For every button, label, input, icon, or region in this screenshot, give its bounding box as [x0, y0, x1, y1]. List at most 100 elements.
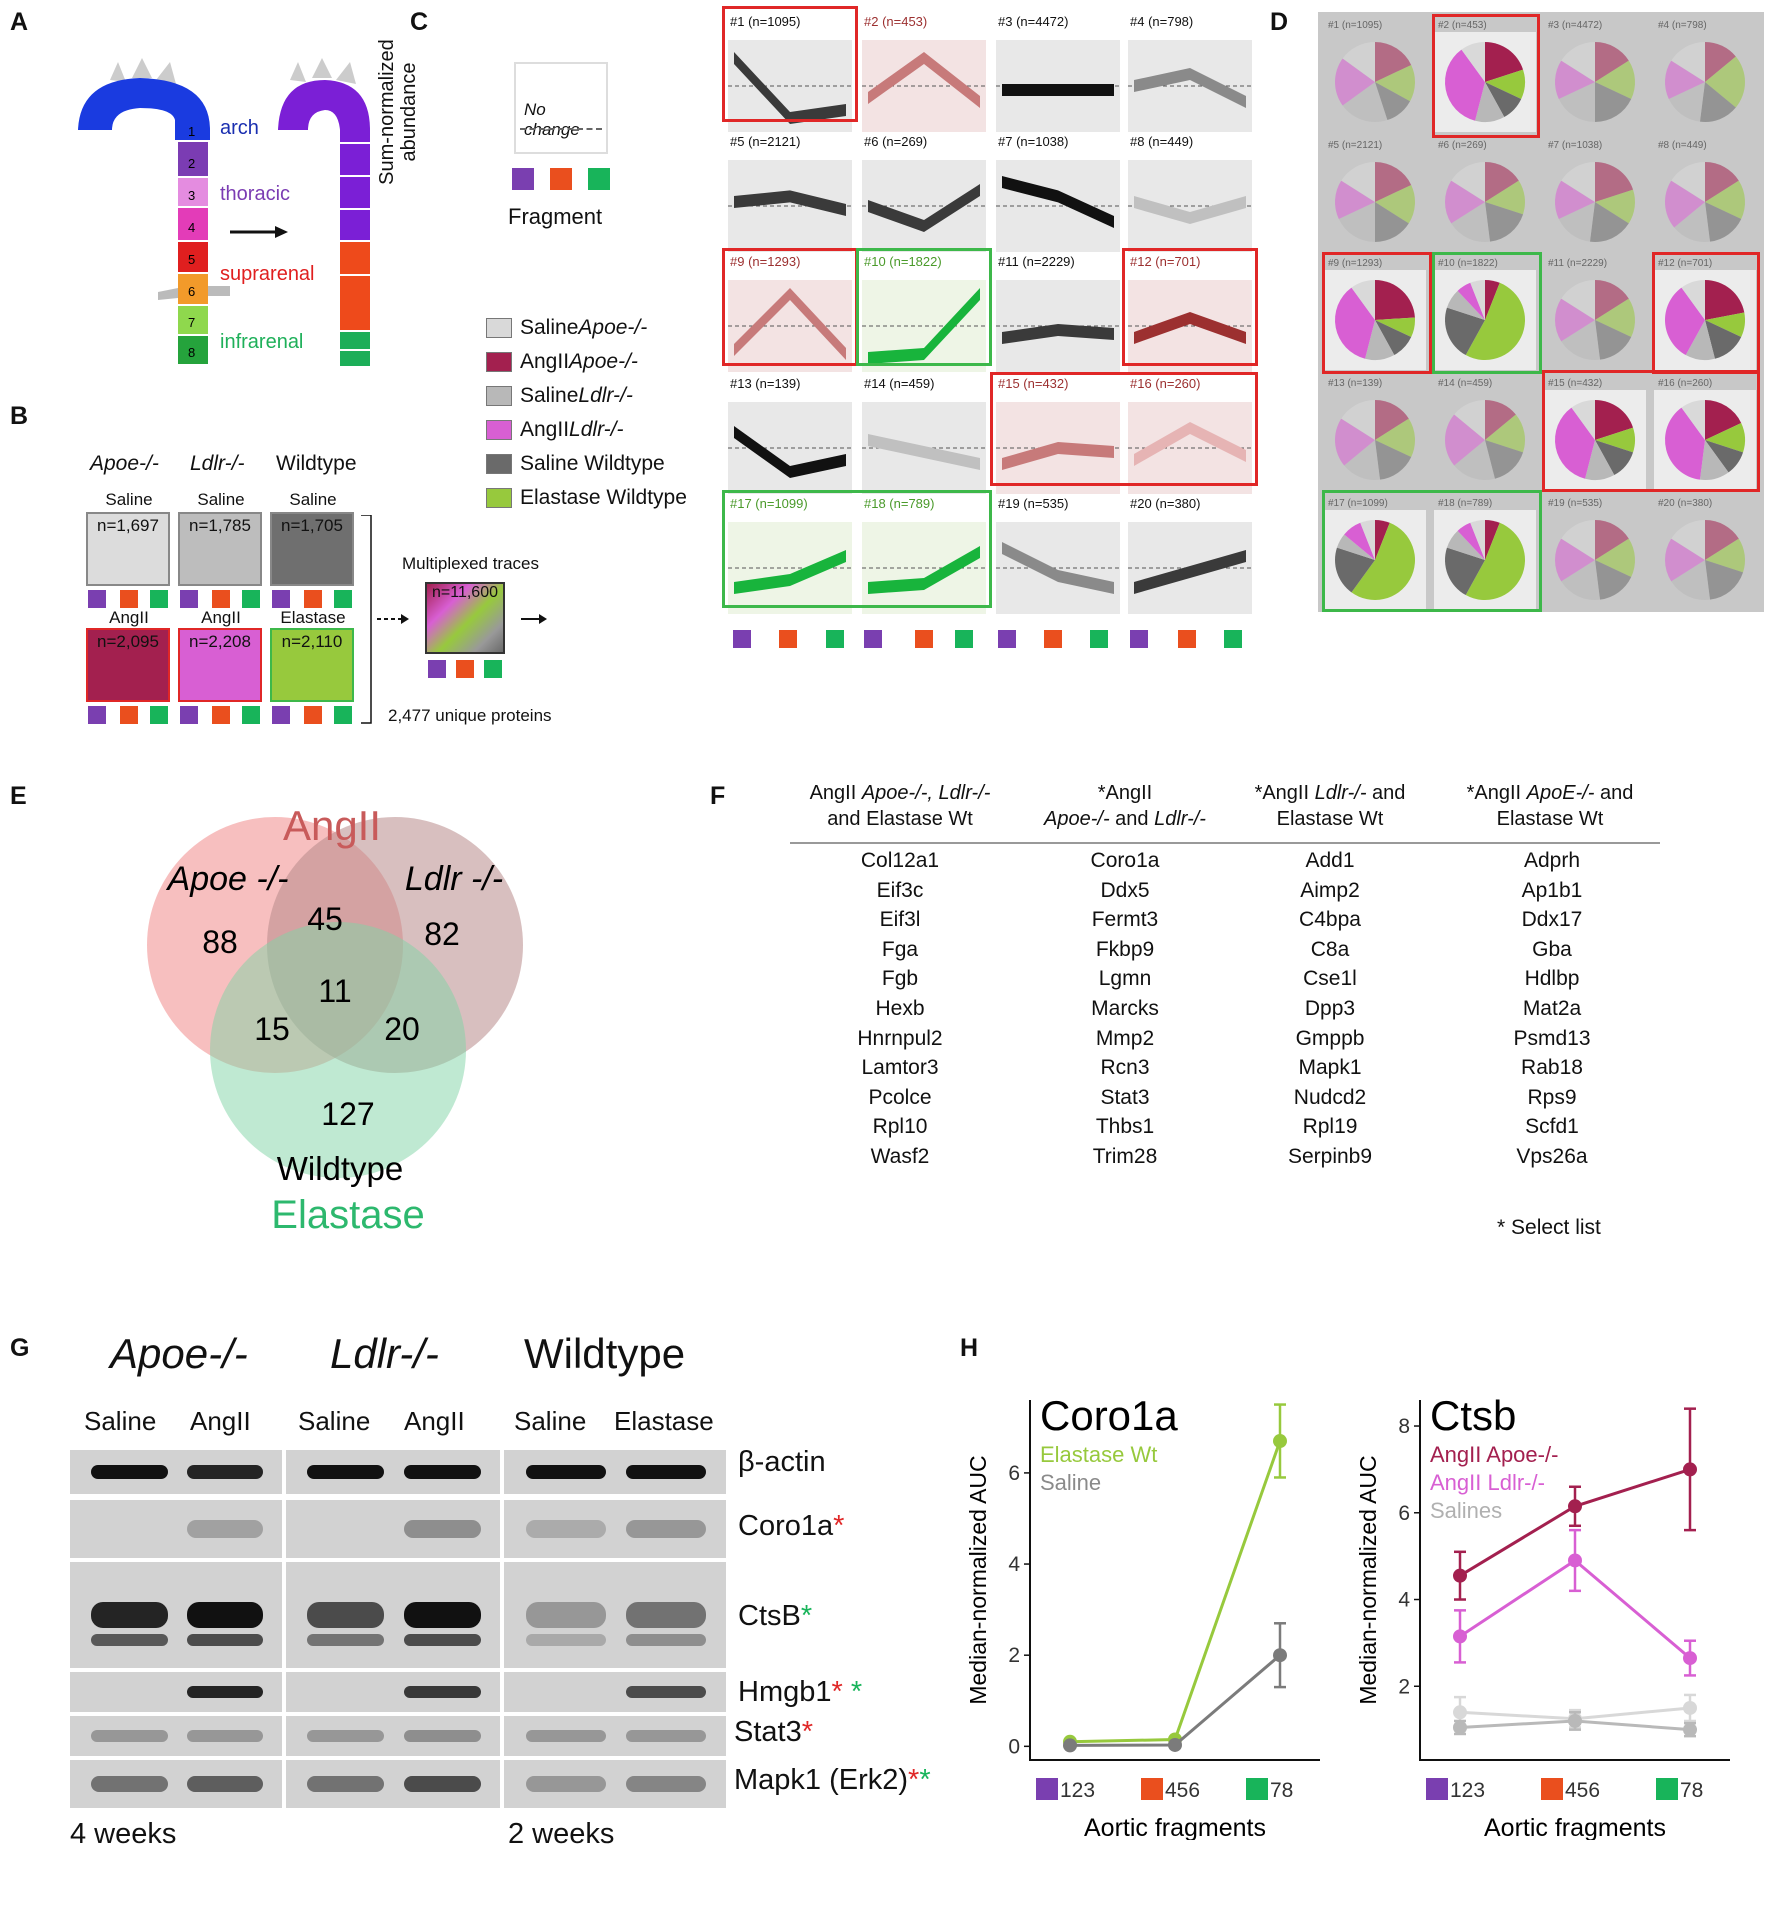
region-arch: arch: [220, 117, 259, 139]
fragment-square-purple: [512, 168, 534, 190]
cluster-trace: [728, 280, 852, 372]
pie-slice: [1457, 282, 1485, 320]
pie-slice: [1465, 282, 1525, 360]
pie-cluster-label: #8 (n=449): [1658, 140, 1707, 151]
y-tick-label: 2: [1398, 1675, 1410, 1698]
venn-count: 45: [307, 901, 343, 937]
region-suprarenal: suprarenal: [220, 263, 315, 285]
y-tick-label: 6: [1008, 1462, 1020, 1485]
pie-slice: [1665, 538, 1705, 582]
legend-entry: Elastase Wt: [1040, 1442, 1157, 1467]
chart-title: Coro1a: [1040, 1392, 1178, 1439]
chart-ctsb: 2 4 6 8 123 456 78 Median-normalized AUC Aortic …: [1355, 1392, 1730, 1840]
pie-slice: [1705, 280, 1745, 320]
pie-slice: [1685, 320, 1715, 360]
pie-cluster-label: #9 (n=1293): [1328, 258, 1383, 269]
cluster-pie: [1434, 390, 1536, 490]
cluster-label: #17 (n=1099): [730, 496, 808, 511]
blot-strip: [286, 1500, 500, 1558]
cluster-band: [1134, 68, 1246, 108]
pie-cluster-label: #7 (n=1038): [1548, 140, 1603, 151]
blot-strip: [70, 1760, 282, 1808]
blot-strip: [286, 1672, 500, 1712]
protein-name: Lgmn: [1098, 967, 1152, 991]
data-point: [1453, 1720, 1467, 1735]
protein-name: Eif3l: [879, 908, 921, 932]
pie-slice: [1595, 440, 1634, 476]
venn-label-ldlr: Ldlr -/-: [405, 860, 503, 898]
g-lane-label: Elastase: [614, 1406, 714, 1436]
protein-name: Pcolce: [868, 1085, 932, 1109]
blot-band: [403, 1602, 481, 1628]
pie-slice: [1360, 520, 1375, 560]
g-time-right: 2 weeks: [508, 1818, 615, 1850]
blot-band: [186, 1729, 263, 1743]
cluster-band: [1002, 324, 1114, 344]
blot-band: [186, 1519, 263, 1539]
blot-strip: [70, 1716, 282, 1756]
pie-slice: [1595, 42, 1629, 82]
data-point: [1568, 1553, 1582, 1568]
blot-band: [91, 1464, 168, 1480]
pie-cluster-label: #12 (n=701): [1658, 258, 1713, 269]
pie-cluster-label: #17 (n=1099): [1328, 498, 1388, 509]
fragment-square-orange: [456, 660, 474, 678]
protein-column: Adprh Ap1b1 Ddx17 Gba Hdlbp Mat2a Psmd13 Rab18 R…: [1452, 846, 1652, 1172]
cluster-band: [868, 184, 980, 232]
venn-label-wildtype: Wildtype: [277, 1150, 404, 1187]
g-genotype-wildtype: Wildtype: [524, 1330, 686, 1377]
protein-name: Adprh: [1523, 849, 1581, 872]
pie-slice: [1470, 520, 1485, 560]
g-lane-label: Saline: [84, 1406, 157, 1436]
pie-slice: [1341, 400, 1375, 440]
protein-column: Col12a1 Eif3c Eif3l Fga Fgb Hexb Hnrnpul2 Lamto…: [800, 846, 1000, 1172]
protein-name: Aimp2: [1300, 878, 1360, 902]
trace-box-angii-apoe: n=2,095: [86, 628, 170, 702]
pie-slice: [1454, 400, 1485, 440]
pie-slice: [1365, 320, 1395, 360]
pie-slice: [1465, 522, 1525, 600]
panel-label-f: F: [710, 782, 726, 810]
cluster-label: #8 (n=449): [1130, 134, 1194, 149]
g-protein-label: CtsB*: [738, 1600, 813, 1632]
blot-band: [91, 1776, 168, 1792]
pie-slice: [1375, 440, 1412, 480]
protein-name: Mat2a: [1522, 996, 1582, 1020]
pie-slice: [1665, 287, 1705, 356]
pie-slice: [1665, 407, 1705, 480]
protein-name: C8a: [1310, 937, 1350, 961]
blot-band: [626, 1729, 706, 1743]
cluster-trace: [728, 160, 852, 252]
protein-name: Mmp2: [1095, 1026, 1155, 1050]
pie-cluster-label: #13 (n=139): [1328, 378, 1383, 389]
pie-slice: [1595, 520, 1629, 560]
cluster-pie: [1434, 152, 1536, 252]
cluster-trace: [1128, 280, 1252, 372]
panel-label-b: B: [10, 402, 29, 430]
blot-band: [626, 1464, 706, 1480]
cluster-pie: [1654, 152, 1756, 252]
cluster-band: [1134, 422, 1246, 466]
genotype-wildtype: Wildtype: [276, 452, 357, 475]
pie-slice: [1485, 82, 1522, 118]
pie-slice: [1461, 42, 1485, 82]
blot-strip: [504, 1716, 726, 1756]
pie-slice: [1699, 82, 1736, 122]
protein-name: Gba: [1532, 937, 1572, 961]
series-line: [1069, 1440, 1282, 1744]
pie-slice: [1485, 440, 1524, 479]
blot-band: [186, 1634, 263, 1647]
cluster-trace: [862, 402, 986, 494]
blot-band: [307, 1602, 385, 1628]
pie-highlight-box: [1322, 490, 1542, 612]
fragment-square-orange: [550, 168, 572, 190]
blot-band: [526, 1729, 607, 1743]
blot-band: [186, 1602, 263, 1628]
chart-coro1a: 0 2 4 6 123 456 78 Median-normalized AUC Aortic …: [965, 1392, 1320, 1840]
protein-name: Col12a1: [860, 849, 940, 872]
cluster-highlight-box: [722, 248, 858, 366]
trace-box-saline-ldlr: n=1,785: [178, 512, 262, 586]
cluster-band: [1002, 84, 1114, 96]
condition-label: Saline: [105, 490, 153, 509]
genotype-ldlr: Ldlr-/-: [190, 452, 245, 475]
